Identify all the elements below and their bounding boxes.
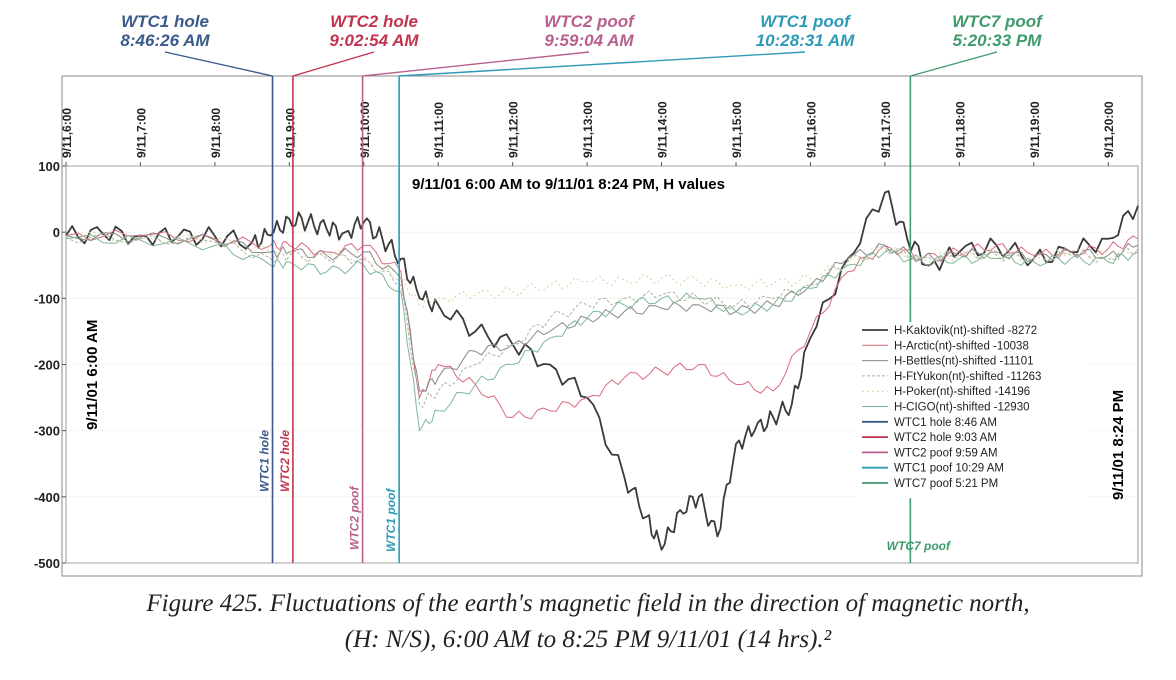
x-tick-label: 9/11,15:00	[730, 101, 744, 158]
event-label: WTC1 hole	[258, 430, 272, 492]
x-tick-label: 9/11,17:00	[879, 101, 893, 158]
header-label-wtc7-poof: WTC7 poof 5:20:33 PM	[952, 12, 1042, 50]
legend-background	[858, 322, 1088, 499]
event-connector	[292, 51, 375, 77]
figure-caption-line-2: (H: N/S), 6:00 AM to 8:25 PM 9/11/01 (14…	[344, 626, 832, 653]
series-line	[65, 190, 1139, 551]
right-time-label: 9/11/01 8:24 PM	[1110, 389, 1127, 500]
x-tick-label: 9/11,16:00	[804, 101, 818, 158]
legend-entry: WTC2 poof 9:59 AM	[894, 447, 998, 459]
legend-entry: H-Bettles(nt)-shifted -11101	[894, 356, 1034, 368]
chart-title: 9/11/01 6:00 AM to 9/11/01 8:24 PM, H va…	[412, 176, 725, 193]
event-connector	[164, 51, 273, 77]
header-label-wtc2-hole: WTC2 hole 9:02:54 AM	[329, 12, 419, 50]
magnetic-field-chart: 100 0 -100 -200 -300 -400 -500 9/11,6:00 9/11,7:…	[34, 51, 1143, 577]
series-line	[65, 229, 1139, 420]
header-label-wtc1-hole: WTC1 hole 8:46:26 AM	[120, 12, 210, 50]
x-tick-label: 9/11,11:00	[432, 102, 446, 158]
y-tick-label: -100	[34, 291, 60, 306]
x-tick-label: 9/11,7:00	[134, 108, 148, 158]
legend-entry: H-Kaktovik(nt)-shifted -8272	[894, 325, 1037, 337]
y-tick-label: -400	[34, 490, 60, 505]
x-tick-label: 9/11,6:00	[60, 108, 74, 158]
legend-entry: WTC1 poof 10:29 AM	[894, 463, 1004, 475]
event-connector	[910, 51, 998, 77]
legend-entry: WTC1 hole 8:46 AM	[894, 417, 997, 429]
series-line	[65, 232, 1139, 408]
x-tick-label: 9/11,14:00	[656, 101, 670, 158]
legend-entry: WTC2 hole 9:03 AM	[894, 432, 997, 444]
legend-entry: H-FtYukon(nt)-shifted -11263	[894, 371, 1041, 383]
event-label: WTC1 poof	[384, 488, 398, 552]
legend-entry: WTC7 poof 5:21 PM	[894, 478, 998, 490]
legend-entry: H-CIGO(nt)-shifted -12930	[894, 402, 1030, 414]
event-label: WTC7 poof	[887, 539, 951, 553]
y-tick-label: 0	[53, 225, 60, 240]
figure-caption-line-1: Figure 425. Fluctuations of the earth's …	[146, 590, 1030, 617]
chart-outer-frame	[61, 75, 1143, 577]
event-connector	[399, 51, 806, 77]
y-tick-label: -300	[34, 424, 60, 439]
header-label-wtc2-poof: WTC2 poof 9:59:04 AM	[544, 12, 634, 50]
x-tick-label: 9/11,13:00	[581, 101, 595, 158]
series-line	[65, 234, 1139, 432]
x-tick-label: 9/11,12:00	[507, 101, 521, 158]
event-label: WTC2 hole	[278, 430, 292, 492]
x-tick-label: 9/11,9:00	[283, 108, 297, 158]
legend-entry: H-Poker(nt)-shifted -14196	[894, 386, 1030, 398]
x-tick-label: 9/11,20:00	[1102, 101, 1116, 158]
x-tick-label: 9/11,10:00	[358, 101, 372, 158]
x-tick-label: 9/11,18:00	[953, 101, 967, 158]
series-line	[65, 232, 1139, 392]
event-label: WTC2 poof	[348, 486, 362, 550]
header-label-wtc1-poof: WTC1 poof 10:28:31 AM	[755, 12, 855, 50]
x-tick-label: 9/11,19:00	[1028, 101, 1042, 158]
y-tick-label: -200	[34, 358, 60, 373]
y-tick-label: -500	[34, 556, 60, 571]
legend-entry: H-Arctic(nt)-shifted -10038	[894, 340, 1029, 352]
y-tick-label: 100	[38, 159, 60, 174]
left-time-label: 9/11/01 6:00 AM	[84, 319, 101, 430]
x-tick-label: 9/11,8:00	[209, 108, 223, 158]
series-line	[65, 231, 1139, 308]
event-connector	[362, 51, 590, 77]
